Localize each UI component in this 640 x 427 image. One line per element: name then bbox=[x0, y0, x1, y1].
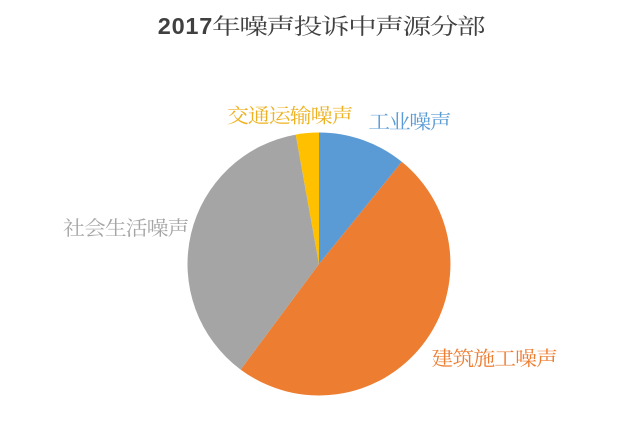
svg-text:2017: 2017 bbox=[158, 13, 213, 39]
